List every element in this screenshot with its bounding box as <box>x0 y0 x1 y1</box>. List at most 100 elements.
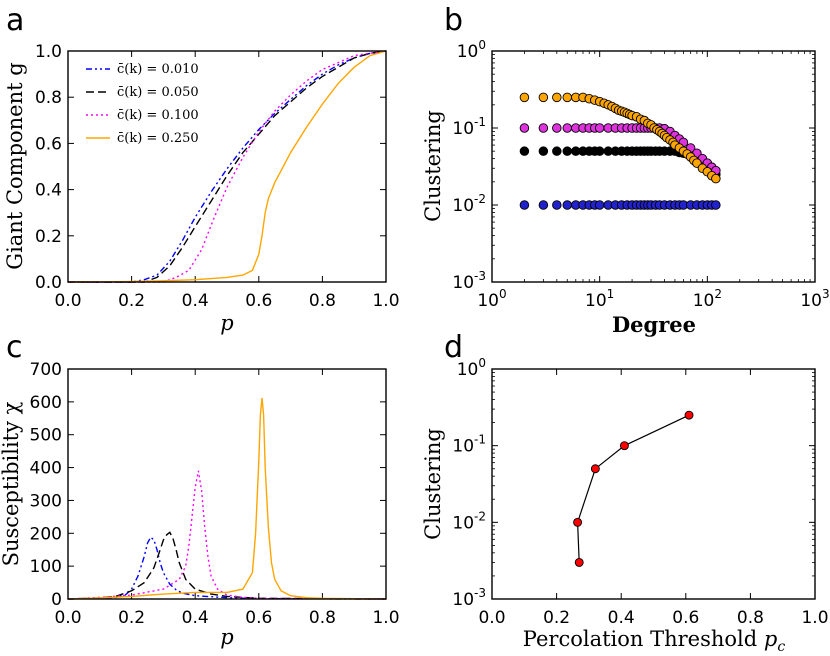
y-tick-label-b-0: 10-3 <box>452 269 486 293</box>
scatter-point-b-0-3 <box>562 200 573 210</box>
panel-b: b 100 101 102 103 10-3 10-2 10-1 100 Clustering… <box>421 3 830 337</box>
x-tick-label-c-5: 1.0 <box>372 608 399 628</box>
axes-frame-d <box>491 368 816 600</box>
panel-d: d 0.0 0.2 0.4 0.6 0.8 1.0 10-3 10-2 10-1 100 Clus… <box>421 330 829 655</box>
x-tick-label-b-2: 102 <box>693 287 722 311</box>
plot-area-b: 100 101 102 103 10-3 10-2 10-1 100 <box>452 38 829 311</box>
x-tick-label-c-1: 0.2 <box>118 608 145 628</box>
y-tick-label-a-5: 1.0 <box>35 42 62 62</box>
series-line-c-0 <box>67 536 387 600</box>
scatter-point-b-2-3 <box>562 123 573 133</box>
scatter-point-b-0-0 <box>519 200 530 210</box>
scatter-point-b-2-0 <box>519 123 530 133</box>
series-line-a-1 <box>68 50 387 283</box>
ylabel-c: Susceptibility χ <box>0 401 23 566</box>
plot-area-a: 0.0 0.2 0.4 0.6 0.8 1.0 0.0 0.2 0.4 0.6 0.8 1.0 <box>35 42 400 311</box>
x-tick-label-d-5: 1.0 <box>801 608 828 628</box>
y-tick-label-a-1: 0.2 <box>35 227 62 247</box>
scatter-point-b-2-2 <box>552 123 562 133</box>
threshold-point-d-2 <box>590 464 600 474</box>
y-tick-label-c-7: 700 <box>30 360 62 380</box>
x-tick-label-d-2: 0.4 <box>608 608 635 628</box>
legend-a: c̄(k) = 0.010 c̄(k) = 0.050 c̄(k) = 0.100 c… <box>86 62 199 146</box>
threshold-point-d-3 <box>619 441 629 451</box>
y-tick-label-b-3: 100 <box>457 38 486 62</box>
x-tick-label-b-0: 100 <box>477 287 506 311</box>
axes-frame-b <box>491 50 816 283</box>
xlabel-a: p <box>220 311 233 335</box>
panel-c: c 0.0 0.2 0.4 0.6 0.8 1.0 0 100 200 300 400 500 600 7… <box>0 330 400 649</box>
panel-label-a: a <box>6 3 24 38</box>
x-tick-label-a-5: 1.0 <box>372 291 399 311</box>
legend-label-1: c̄(k) = 0.050 <box>117 85 199 100</box>
axes-frame-c <box>67 368 387 600</box>
scatter-point-b-0-1 <box>538 200 549 210</box>
scatter-point-b-1-8 <box>594 146 605 156</box>
panel-label-d: d <box>444 330 463 365</box>
x-tick-label-d-3: 0.6 <box>672 608 699 628</box>
xlabel-d: Percolation Threshold pc <box>523 627 786 655</box>
y-tick-label-a-4: 0.8 <box>35 88 62 108</box>
scatter-point-b-1-0 <box>519 146 530 156</box>
x-tick-label-a-2: 0.4 <box>182 291 209 311</box>
y-tick-label-c-6: 600 <box>30 393 62 413</box>
scatter-point-b-0-8 <box>594 200 605 210</box>
y-tick-label-d-1: 10-2 <box>452 509 486 533</box>
x-tick-label-b-1: 101 <box>585 287 614 311</box>
threshold-point-d-4 <box>684 410 694 420</box>
xlabel-b: Degree <box>612 312 696 337</box>
y-tick-label-c-1: 100 <box>30 557 62 577</box>
ylabel-a: Giant Component g <box>3 62 27 269</box>
y-tick-label-a-0: 0.0 <box>35 273 62 293</box>
threshold-point-d-0 <box>574 557 584 567</box>
scatter-point-b-2-8 <box>594 123 605 133</box>
scatter-point-b-3-0 <box>519 92 530 103</box>
legend-label-2: c̄(k) = 0.100 <box>117 108 199 123</box>
x-tick-label-c-3: 0.6 <box>245 608 272 628</box>
x-tick-label-a-1: 0.2 <box>118 291 145 311</box>
series-line-a-2 <box>68 50 387 283</box>
series-line-c-3 <box>67 397 387 600</box>
panel-a: a 0.0 0.2 0.4 0.6 0.8 1.0 0.0 0.2 0.4 0.6 0.8 1.0 G… <box>3 3 400 335</box>
x-tick-label-d-1: 0.2 <box>543 608 570 628</box>
y-tick-label-a-2: 0.4 <box>35 181 62 201</box>
scatter-point-b-1-1 <box>538 146 549 156</box>
series-line-a-0 <box>68 50 387 283</box>
y-tick-label-c-2: 200 <box>30 524 62 544</box>
y-tick-label-b-1: 10-2 <box>452 192 486 216</box>
x-tick-label-b-3: 103 <box>800 287 829 311</box>
axes-frame-a <box>67 50 387 283</box>
series-line-c-2 <box>67 470 387 600</box>
scatter-point-b-3-2 <box>552 92 562 103</box>
plot-area-d: 0.0 0.2 0.4 0.6 0.8 1.0 10-3 10-2 10-1 100 <box>452 356 828 628</box>
series-line-c-1 <box>67 531 387 600</box>
series-line-a-3 <box>67 50 387 283</box>
panel-label-c: c <box>6 330 23 365</box>
scatter-point-b-3-1 <box>538 92 549 103</box>
scatter-point-b-3-42 <box>711 173 721 184</box>
x-tick-label-c-0: 0.0 <box>54 608 81 628</box>
legend-label-3: c̄(k) = 0.250 <box>117 131 199 146</box>
scatter-point-b-1-2 <box>552 146 562 156</box>
plot-area-c: 0.0 0.2 0.4 0.6 0.8 1.0 0 100 200 300 400 500 600 700 <box>30 360 400 628</box>
y-tick-label-a-3: 0.6 <box>35 134 62 154</box>
y-tick-label-b-2: 10-1 <box>452 115 486 139</box>
x-tick-label-a-0: 0.0 <box>54 291 81 311</box>
y-tick-label-c-3: 300 <box>30 491 62 511</box>
y-tick-label-d-3: 100 <box>457 356 486 380</box>
x-tick-label-a-4: 0.8 <box>309 291 336 311</box>
x-tick-label-c-4: 0.8 <box>309 608 336 628</box>
ylabel-b: Clustering <box>421 110 445 222</box>
legend-label-0: c̄(k) = 0.010 <box>117 62 199 77</box>
panel-label-b: b <box>444 3 463 38</box>
x-tick-label-a-3: 0.6 <box>245 291 272 311</box>
scatter-point-b-2-1 <box>538 123 549 133</box>
x-tick-label-d-0: 0.0 <box>478 608 505 628</box>
scatter-point-b-3-3 <box>562 92 573 103</box>
threshold-line-d <box>576 414 690 563</box>
x-tick-label-d-4: 0.8 <box>737 608 764 628</box>
y-tick-label-c-0: 0 <box>51 590 62 610</box>
x-tick-label-c-2: 0.4 <box>182 608 209 628</box>
y-tick-label-c-4: 400 <box>30 459 62 479</box>
